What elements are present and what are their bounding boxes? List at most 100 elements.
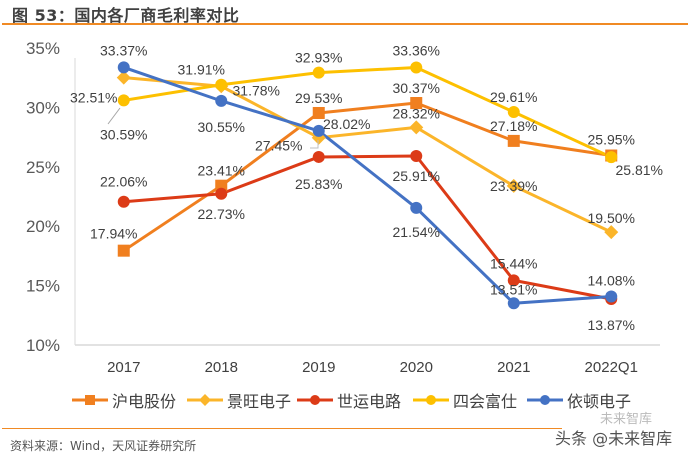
legend-swatch-icon xyxy=(297,395,333,405)
data-point xyxy=(117,94,130,107)
data-point xyxy=(117,195,130,208)
data-label: 27.18% xyxy=(490,118,537,134)
data-label: 28.02% xyxy=(323,116,370,132)
data-label: 13.51% xyxy=(490,281,537,297)
data-point xyxy=(117,244,130,257)
line-chart: 10% 15% 20% 25% 30% 35% 2017 2018 2019 2020 2021 20… xyxy=(26,39,663,376)
data-label: 25.83% xyxy=(295,176,342,192)
legend-label: 四会富仕 xyxy=(453,392,518,411)
watermark: 头条 @未来智库 xyxy=(555,429,673,448)
data-label: 31.78% xyxy=(233,82,280,98)
data-label: 31.91% xyxy=(178,62,225,78)
data-point xyxy=(215,187,228,200)
legend-label: 世运电路 xyxy=(337,392,402,411)
label-leader-line xyxy=(310,140,319,149)
x-tick-label: 2020 xyxy=(400,359,433,376)
data-label: 22.73% xyxy=(198,206,245,222)
data-point xyxy=(312,66,325,79)
data-label: 30.55% xyxy=(198,119,245,135)
legend-swatch-icon xyxy=(413,395,449,405)
data-point xyxy=(507,106,520,119)
legend-swatch-icon xyxy=(527,395,563,405)
label-leader-line xyxy=(107,107,121,125)
legend-item: 四会富仕 xyxy=(413,385,517,415)
legend-marker xyxy=(199,394,211,406)
data-point xyxy=(507,274,520,287)
legend-marker xyxy=(310,395,320,405)
data-label: 13.87% xyxy=(588,317,635,333)
data-point xyxy=(312,124,325,137)
legend: 沪电股份 景旺电子 世运电路 四会富仕 依顿电子 xyxy=(0,385,700,415)
series-lines xyxy=(122,65,612,305)
legend-marker xyxy=(426,395,436,405)
data-label: 25.95% xyxy=(588,132,635,148)
legend-label: 依顿电子 xyxy=(567,392,632,411)
figure-title: 图 53：国内各厂商毛利率对比 xyxy=(12,6,240,25)
series-line xyxy=(123,65,612,159)
legend-label: 沪电股份 xyxy=(112,392,177,411)
y-tick-label: 20% xyxy=(26,217,60,236)
legend-item: 沪电股份 xyxy=(72,385,176,415)
data-label: 32.93% xyxy=(295,50,342,66)
data-label: 30.59% xyxy=(100,126,147,142)
data-label: 25.81% xyxy=(616,162,663,178)
data-point xyxy=(410,61,423,74)
legend-item: 景旺电子 xyxy=(187,385,291,415)
legend-swatch-icon xyxy=(72,395,108,405)
axes: 10% 15% 20% 25% 30% 35% 2017 2018 2019 2020 2021 20… xyxy=(26,39,660,376)
data-point xyxy=(507,134,520,147)
data-label: 28.32% xyxy=(393,105,440,121)
data-point xyxy=(409,120,424,135)
data-point xyxy=(215,78,228,91)
x-tick-label: 2017 xyxy=(107,359,140,376)
data-labels: 17.94% 23.41% 29.53% 30.37% 27.18% 25.95% 32.5… xyxy=(70,42,663,333)
data-point xyxy=(116,70,131,85)
legend-item: 依顿电子 xyxy=(527,385,631,415)
data-label: 29.53% xyxy=(295,90,342,106)
data-point xyxy=(605,290,618,303)
series-line xyxy=(123,76,612,234)
data-label: 33.36% xyxy=(393,42,440,58)
y-tick-label: 10% xyxy=(26,336,60,355)
data-point xyxy=(605,151,618,164)
data-point xyxy=(506,178,521,193)
data-point xyxy=(507,297,520,310)
data-point xyxy=(410,201,423,214)
legend-label: 景旺电子 xyxy=(227,392,292,411)
title-divider xyxy=(2,23,688,25)
x-tick-label: 2018 xyxy=(205,359,238,376)
series-line xyxy=(123,65,612,305)
data-label: 27.45% xyxy=(255,138,302,154)
x-tick-label: 2021 xyxy=(497,359,530,376)
y-tick-label: 25% xyxy=(26,158,60,177)
data-label: 17.94% xyxy=(90,226,137,242)
legend-swatch-icon xyxy=(187,394,223,406)
footer-divider xyxy=(2,428,562,429)
data-label: 15.44% xyxy=(490,255,537,271)
series-markers xyxy=(116,61,619,310)
data-label: 25.91% xyxy=(393,168,440,184)
data-label: 32.51% xyxy=(70,90,117,106)
data-label: 30.37% xyxy=(393,80,440,96)
legend-marker xyxy=(540,395,550,405)
watermark-faint: 未来智库 xyxy=(600,412,653,427)
data-label: 19.50% xyxy=(588,210,635,226)
data-label: 33.37% xyxy=(100,42,147,58)
data-point xyxy=(117,61,130,74)
series-line xyxy=(123,154,612,301)
data-point xyxy=(410,97,423,110)
data-label: 22.06% xyxy=(100,174,147,190)
x-tick-label: 2019 xyxy=(302,359,335,376)
y-tick-label: 35% xyxy=(26,39,60,58)
y-tick-label: 15% xyxy=(26,277,60,296)
data-point xyxy=(604,225,619,240)
source-note: 资料来源：Wind，天风证券研究所 xyxy=(10,439,197,453)
legend-marker xyxy=(85,395,95,405)
data-label: 23.39% xyxy=(490,178,537,194)
data-point xyxy=(215,94,228,107)
data-label: 23.41% xyxy=(198,163,245,179)
data-point xyxy=(410,149,423,162)
legend-item: 世运电路 xyxy=(297,385,401,415)
data-point xyxy=(312,106,325,119)
data-label: 14.08% xyxy=(588,273,635,289)
